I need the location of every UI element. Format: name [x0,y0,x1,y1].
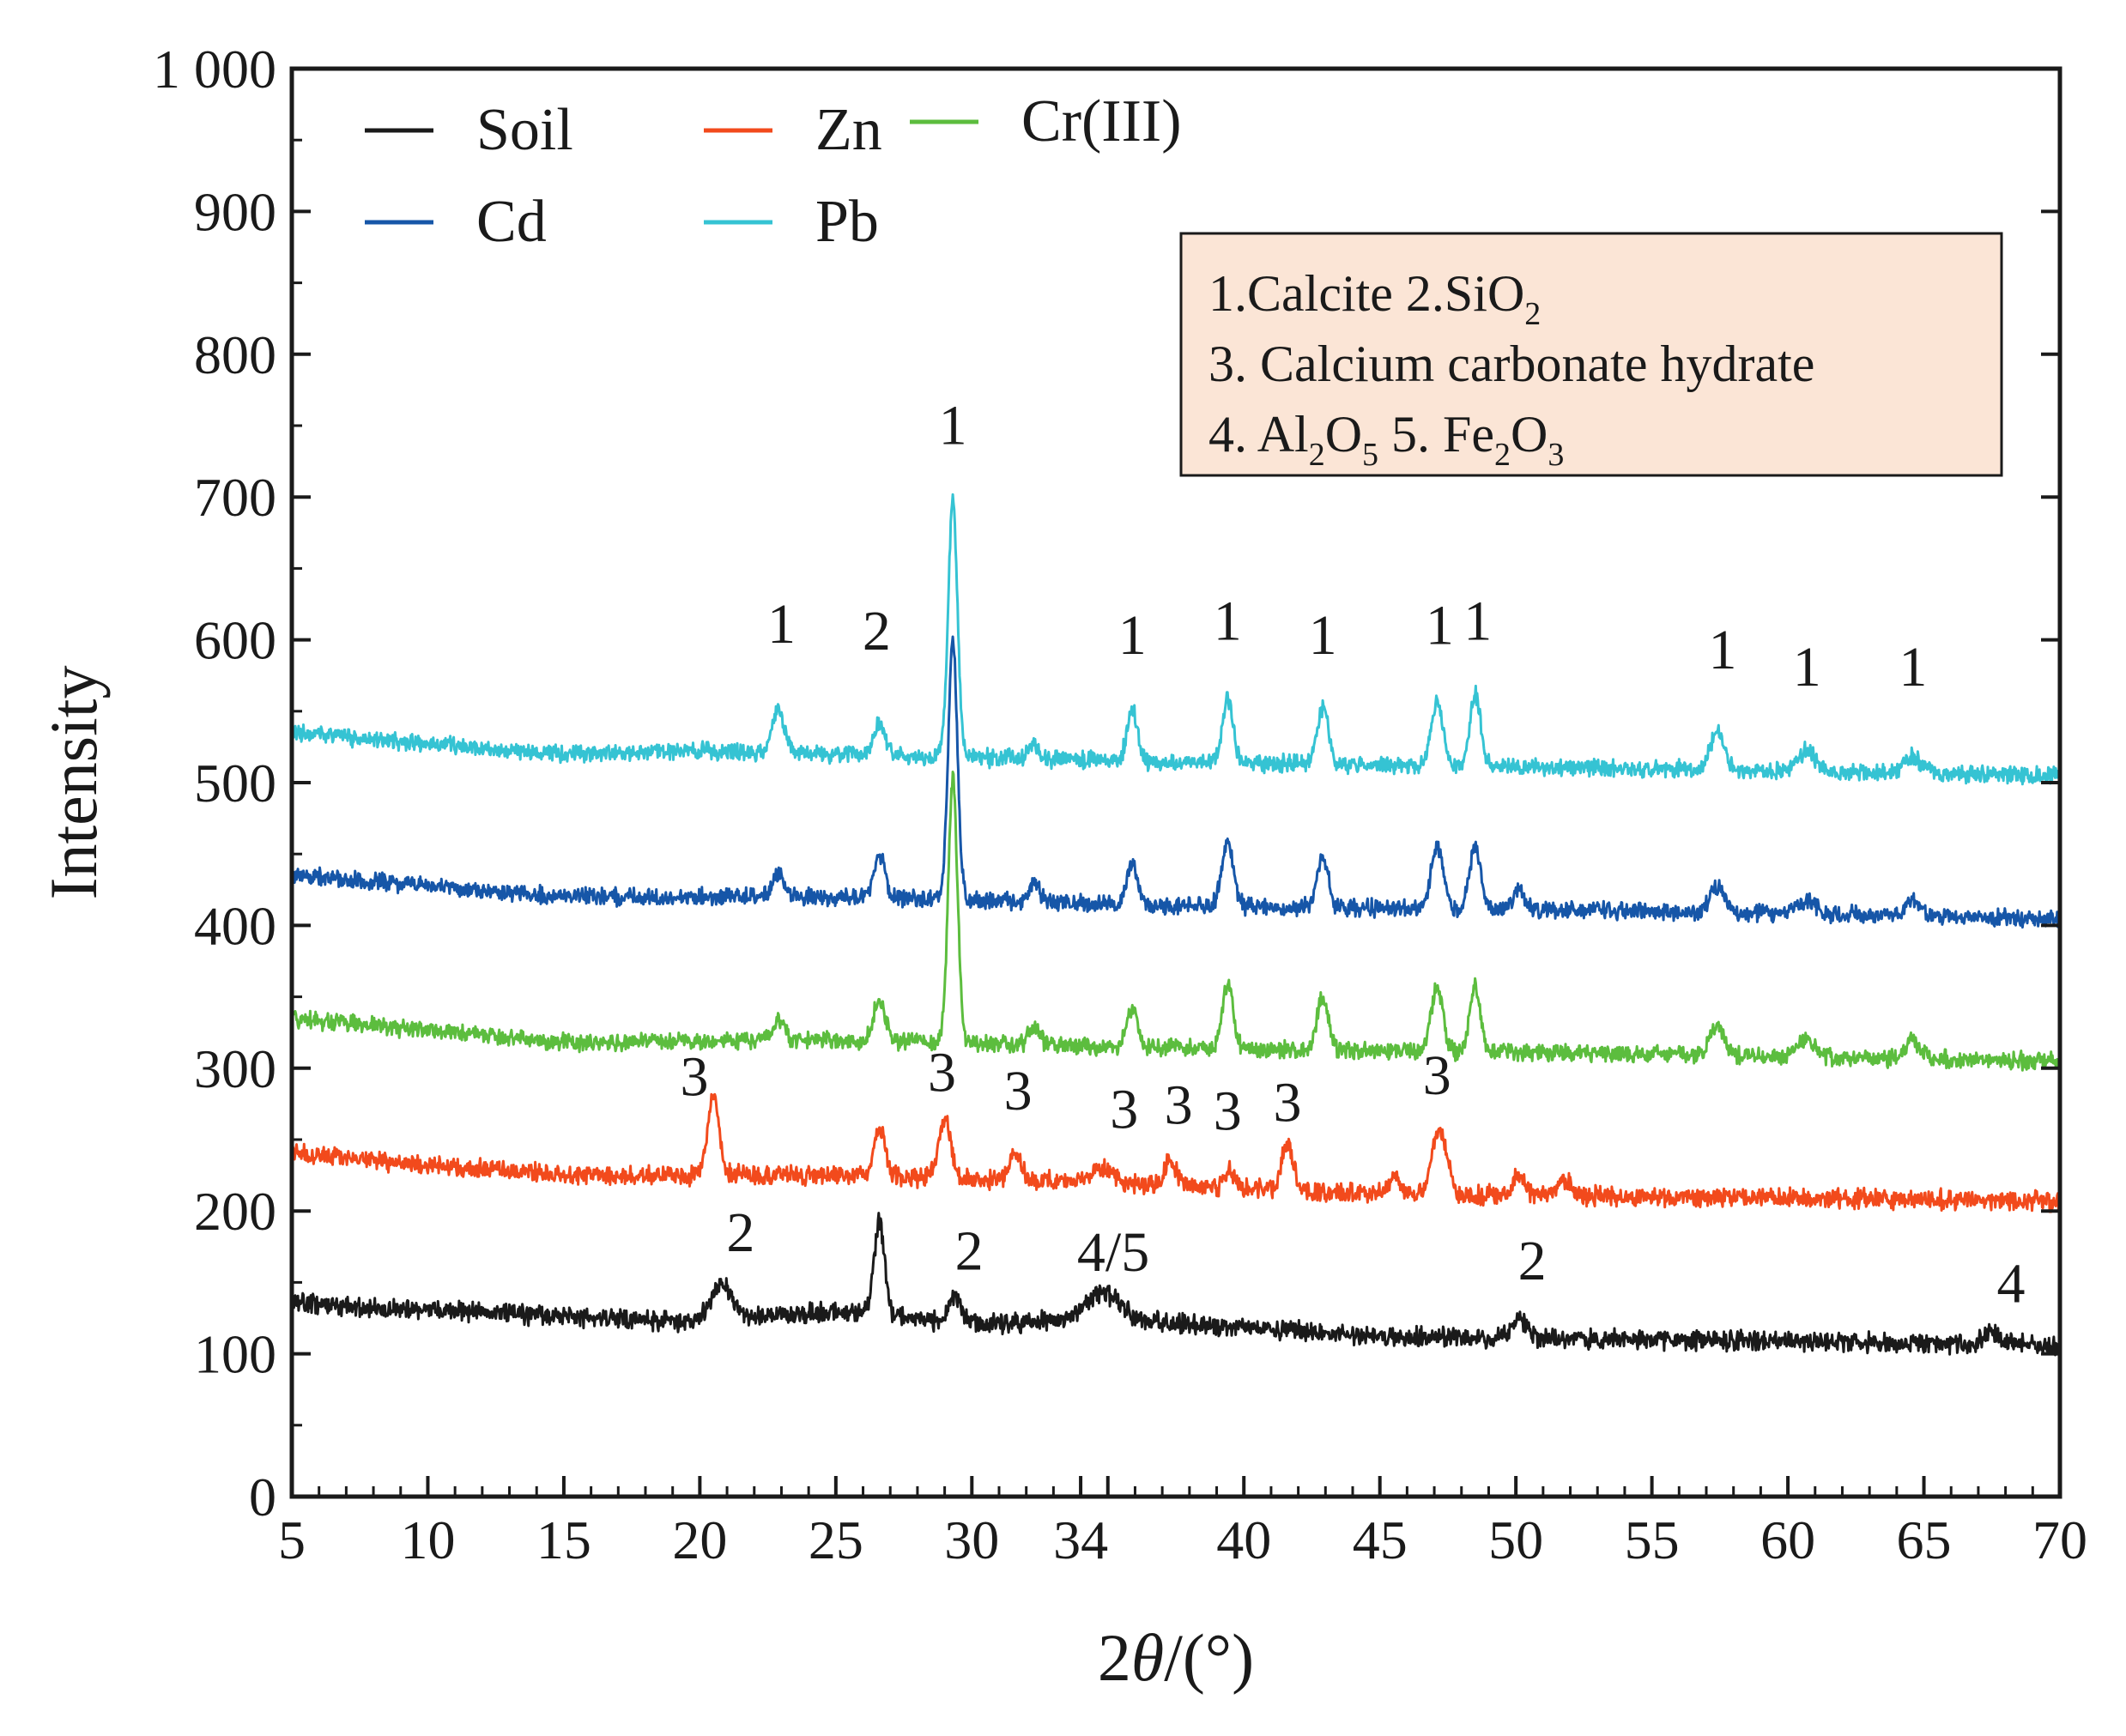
x-axis-title-pre: 2 [1098,1620,1131,1695]
peak-label: 2 [726,1201,754,1264]
x-tick-label: 60 [1760,1509,1815,1570]
info-box-subscript: 2 [1524,296,1541,332]
legend: Soil Zn Cr(III) Cd Pb [365,88,1182,255]
info-box-text: 5. Fe [1378,406,1494,463]
info-box-line: 1.Calcite 2.SiO2​ [1208,265,1541,332]
y-tick-label: 1 000 [153,39,276,100]
x-axis-title-theta: θ [1131,1620,1164,1695]
x-tick-label: 20 [672,1509,727,1570]
info-box-subscript: 3 [1548,437,1564,473]
info-box-text: O [1325,406,1362,463]
peak-label: 1 [939,395,967,457]
peak-label: 3 [1273,1071,1301,1134]
series-layer [290,493,2062,1357]
x-tick-label: 65 [1897,1509,1952,1570]
y-tick-label: 200 [194,1181,276,1242]
peak-label: 3 [1165,1074,1193,1137]
peak-label: 4/5 [1077,1221,1149,1284]
info-box-text: 4. Al [1208,406,1309,463]
peak-label: 1 [1214,590,1242,653]
y-tick-label: 900 [194,181,276,242]
series-line-cd [290,635,2061,929]
legend-label: Soil [476,97,573,163]
x-tick-label: 25 [809,1509,863,1570]
x-tick-label: 34 [1053,1509,1108,1570]
peak-label: 1 [767,593,796,656]
annotation-layer: 1 211 1 1 1 1 1 1 13 3 3 3 3 3 3 32 2 4/5 2 4 [681,395,2026,1316]
y-axis-title: Intensity [36,666,111,900]
x-tick-label: 15 [536,1509,591,1570]
peak-label: 3 [928,1041,956,1104]
peak-label: 3 [1214,1080,1242,1142]
x-axis: 5 10 15 20 25 30 34 40 45 50 55 60 65 70 [278,1476,2087,1570]
y-tick-label: 600 [194,610,276,671]
info-box-subscript: 2 [1494,437,1511,473]
x-axis-title: 2θ/(°) [1098,1620,1254,1695]
peak-label: 3 [1004,1060,1033,1122]
x-tick-label: 10 [400,1509,455,1570]
legend-label: Cr(III) [1021,88,1182,154]
info-box-text: O [1511,406,1548,463]
legend-label: Zn [815,97,882,163]
peak-label: 1 [1709,619,1737,681]
peak-label: 3 [1110,1079,1138,1141]
x-tick-label: 40 [1216,1509,1271,1570]
peak-label: 1 [1118,604,1147,667]
info-box-frame [1179,232,2003,477]
legend-label: Pb [815,189,879,255]
info-box: 1.Calcite 2.SiO2​3. Calcium carbonate hy… [1179,232,2003,477]
legend-label: Cd [476,189,547,255]
y-tick-label: 300 [194,1038,276,1099]
x-tick-label: 50 [1488,1509,1543,1570]
peak-label: 1 [1426,595,1454,657]
y-tick-label: 400 [194,895,276,956]
y-tick-label: 700 [194,467,276,528]
info-box-line: 3. Calcium carbonate hydrate [1208,336,1814,392]
info-box-subscript: 2 [1309,437,1325,473]
peak-label: 1 [1309,604,1337,667]
peak-label: 3 [681,1045,709,1108]
info-box-text: 3. Calcium carbonate hydrate [1208,336,1814,392]
series-line-zn [290,1092,2062,1213]
y-tick-label: 100 [194,1324,276,1385]
x-tick-label: 30 [944,1509,999,1570]
y-tick-label: 500 [194,753,276,814]
peak-label: 2 [955,1219,984,1282]
x-tick-label: 45 [1353,1509,1408,1570]
peak-label: 1 [1899,636,1927,699]
y-axis: 0 100 200 300 400 500 600 700 800 900 1 000 [153,39,2060,1527]
peak-label: 4 [1996,1253,2025,1316]
series-line-pb [290,493,2062,786]
series-line-soil [290,1212,2062,1357]
x-tick-label: 70 [2032,1509,2087,1570]
series-line-cr-iii- [290,771,2062,1072]
x-tick-label: 5 [278,1509,306,1570]
y-tick-label: 800 [194,324,276,385]
peak-label: 1 [1463,590,1492,653]
info-box-text: 1.Calcite 2.SiO [1208,265,1524,322]
peak-label: 2 [1518,1230,1547,1292]
x-tick-label: 55 [1625,1509,1680,1570]
info-box-subscript: 5 [1362,437,1378,473]
peak-label: 3 [1423,1044,1451,1107]
info-box-line: 4. Al2​O5​ 5. Fe2​O3​ [1208,406,1564,473]
peak-label: 1 [1793,636,1821,699]
y-tick-label: 0 [249,1467,276,1527]
x-axis-title-post: /(°) [1164,1620,1254,1695]
peak-label: 2 [863,600,891,662]
